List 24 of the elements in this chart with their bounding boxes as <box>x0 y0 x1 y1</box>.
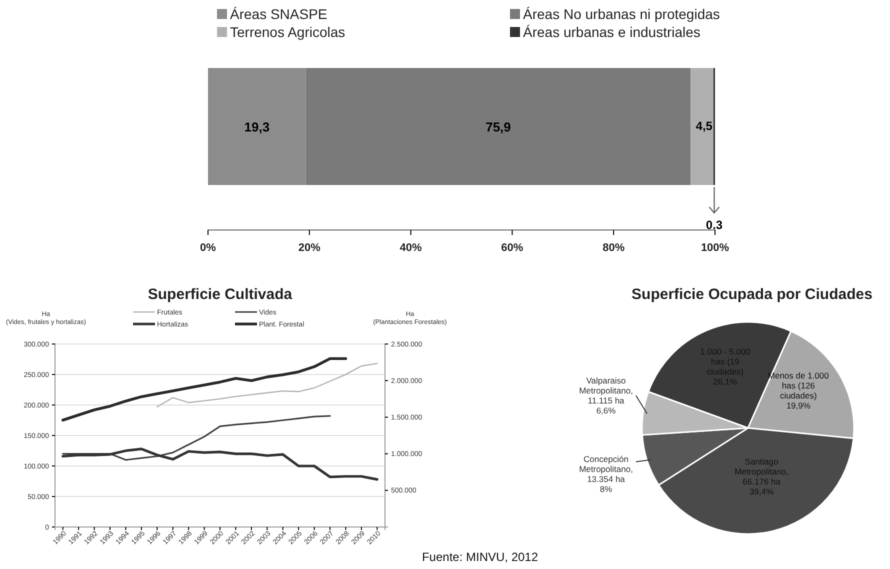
data-label: 8% <box>600 484 613 494</box>
data-label: 4,5 <box>696 119 713 134</box>
source-note: Fuente: MINVU, 2012 <box>422 550 538 564</box>
x-tick-label: 40% <box>400 242 422 254</box>
data-label: 6,6% <box>596 406 616 416</box>
x-tick-label: 60% <box>501 242 524 254</box>
legend-label: Áreas No urbanas ni protegidas <box>523 6 720 22</box>
legend-label: Áreas urbanas e industriales <box>523 24 700 40</box>
chart-title: Superficie Ocupada por Ciudades <box>632 286 872 303</box>
slice-label: Concepción Metropolitano, 13.354 ha <box>579 454 633 484</box>
x-tick-label: 0% <box>200 242 216 254</box>
data-label: 19,9% <box>786 400 811 411</box>
legend-label: Áreas SNASPE <box>230 6 328 22</box>
x-tick-label: 20% <box>298 242 321 254</box>
data-label: 75,9 <box>486 120 511 134</box>
x-tick-label: 100% <box>700 242 730 254</box>
data-label: 0.3 <box>706 218 723 232</box>
slice-label: Valparaiso Metropolitano, 11.115 ha <box>579 376 633 406</box>
x-tick-label: 80% <box>602 242 625 254</box>
data-label: 19,3 <box>244 120 270 134</box>
slice-label: Santiago Metropolitano, 66.176 ha <box>734 456 789 487</box>
chart-title: Superficie Cultivada <box>148 286 293 303</box>
data-label: 39,4% <box>750 486 774 497</box>
legend-label: Terrenos Agricolas <box>230 24 346 40</box>
